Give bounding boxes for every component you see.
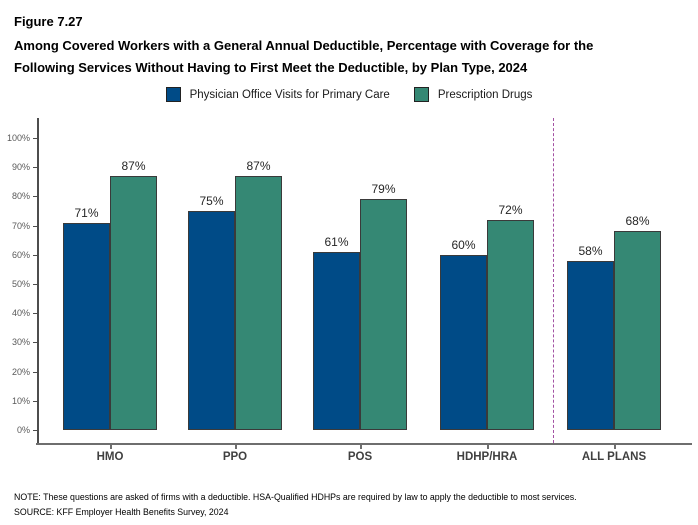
- category-label-pos: POS: [347, 451, 373, 463]
- x-axis-line: [36, 443, 692, 445]
- bar-value-label: 87%: [246, 158, 271, 173]
- y-axis-tick: [33, 342, 38, 344]
- y-axis-tick-label: 20%: [11, 366, 30, 377]
- legend-label: Physician Office Visits for Primary Care: [189, 88, 390, 101]
- bar-hmo-series-0: [63, 222, 110, 430]
- bar-ppo-series-1: [235, 175, 282, 430]
- y-axis-tick-label: 100%: [6, 133, 30, 143]
- bar-value-label: 87%: [121, 158, 146, 173]
- y-axis-tick: [33, 284, 38, 285]
- bar-value-label: 71%: [74, 205, 99, 220]
- chart-legend: Physician Office Visits for Primary Care…: [0, 87, 698, 102]
- y-axis-tick-label: 50%: [11, 279, 30, 289]
- source-text: SOURCE: KFF Employer Health Benefits Sur…: [14, 507, 229, 517]
- y-axis-tick: [33, 167, 38, 169]
- y-axis-tick-label: 90%: [11, 162, 30, 173]
- x-axis-tick: [360, 445, 362, 449]
- note-text: NOTE: These questions are asked of firms…: [14, 492, 577, 502]
- bar-value-label: 58%: [578, 243, 603, 258]
- y-axis-tick-label: 30%: [11, 337, 30, 348]
- bar-pos-series-1: [360, 199, 407, 430]
- category-label-all-plans: ALL PLANS: [581, 451, 647, 463]
- bar-value-label: 72%: [498, 202, 523, 217]
- y-axis-tick: [33, 254, 38, 256]
- bar-value-label: 75%: [199, 194, 224, 208]
- legend-swatch-blue: [165, 87, 181, 102]
- legend-item-prescription-drugs: Prescription Drugs: [413, 87, 533, 102]
- all-plans-separator-line: [552, 118, 554, 443]
- x-axis-tick: [614, 445, 616, 449]
- y-axis-tick-label: 0%: [16, 425, 30, 435]
- legend-swatch-teal: [413, 87, 429, 102]
- y-axis-tick: [33, 430, 38, 431]
- bar-hdhp-hra-series-0: [440, 254, 487, 430]
- y-axis-line: [37, 118, 39, 444]
- legend-label: Prescription Drugs: [437, 88, 533, 101]
- bar-all-plans-series-0: [567, 260, 614, 430]
- bar-value-label: 60%: [451, 237, 476, 252]
- chart-title-line-2: Following Services Without Having to Fir…: [14, 60, 528, 75]
- bar-ppo-series-0: [188, 211, 235, 430]
- y-axis-tick: [33, 196, 38, 198]
- y-axis-tick: [33, 138, 38, 139]
- category-label-ppo: PPO: [222, 451, 248, 463]
- bar-value-label: 79%: [371, 182, 396, 197]
- y-axis-tick: [33, 400, 38, 402]
- bar-hmo-series-1: [110, 175, 157, 430]
- y-axis-tick-label: 60%: [11, 249, 30, 260]
- bar-chart-plot-area: 0% 10% 20% 30% 40% 50% 60% 70% 80% 90% 100% 71% 87% H…: [0, 118, 698, 478]
- legend-item-physician-office-visits: Physician Office Visits for Primary Care: [165, 87, 390, 102]
- y-axis-tick: [33, 371, 38, 373]
- chart-footer: NOTE: These questions are asked of firms…: [14, 490, 694, 520]
- category-label-hmo: HMO: [96, 451, 124, 463]
- bar-pos-series-0: [313, 251, 360, 430]
- x-axis-tick: [487, 445, 489, 449]
- category-label-hdhp-hra: HDHP/HRA: [456, 451, 518, 463]
- bar-value-label: 61%: [324, 234, 349, 249]
- x-axis-tick: [235, 445, 237, 449]
- y-axis-tick-label: 70%: [11, 220, 30, 231]
- y-axis-tick-label: 80%: [11, 191, 30, 202]
- chart-title-line-1: Among Covered Workers with a General Ann…: [14, 38, 594, 53]
- bar-hdhp-hra-series-1: [487, 219, 534, 430]
- bar-value-label: 68%: [625, 214, 650, 229]
- y-axis-tick: [33, 225, 38, 227]
- figure-number-label: Figure 7.27: [14, 14, 83, 29]
- y-axis-tick-label: 40%: [11, 308, 30, 319]
- x-axis-tick: [110, 445, 112, 449]
- y-axis-tick-label: 10%: [11, 395, 30, 406]
- y-axis-tick: [33, 313, 38, 315]
- bar-all-plans-series-1: [614, 231, 661, 430]
